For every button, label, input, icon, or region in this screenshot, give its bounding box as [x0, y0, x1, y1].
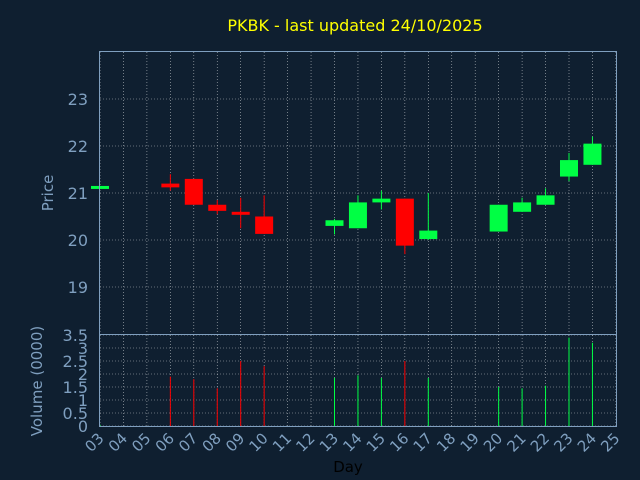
candle-body: [419, 230, 438, 240]
price-tick-label: 23: [68, 90, 88, 109]
volume-axis-label: Volume (0000): [28, 326, 46, 436]
volume-tick-label: 3.5: [63, 326, 88, 345]
volume-tick-label: 0: [78, 417, 88, 436]
candle-body: [348, 202, 367, 229]
volume-tick-label: 3: [78, 339, 88, 358]
candle-body: [536, 195, 555, 205]
candle-body: [231, 211, 250, 215]
price-tick-label: 19: [68, 278, 88, 297]
volume-panel-frame: [99, 334, 617, 427]
candle-body: [395, 198, 414, 246]
price-candles: [91, 136, 602, 255]
volume-tick-label: 2.5: [63, 352, 88, 371]
price-tick-labels: 19 20 21 22 23: [68, 90, 88, 297]
price-tick-label: 22: [68, 137, 88, 156]
volume-tick-label: 1.5: [63, 378, 88, 397]
candle-body: [208, 204, 227, 211]
volume-bars: [99, 337, 593, 426]
volume-tick-label: 1: [78, 391, 88, 410]
volume-tick-labels: 00.511.522.533.5: [63, 326, 88, 436]
price-tick-label: 21: [68, 184, 88, 203]
candle-body: [325, 220, 344, 226]
candle-body: [560, 160, 578, 177]
x-axis-label: Day: [333, 458, 363, 476]
x-tick-labels: 0304050607080910111213141516171819202122…: [81, 429, 623, 455]
candle-body: [513, 202, 532, 212]
volume-tick-label: 2: [78, 365, 88, 384]
candle-body: [184, 178, 203, 205]
candle-body: [372, 198, 391, 203]
price-axis-label: Price: [39, 175, 57, 212]
chart-title: PKBK - last updated 24/10/2025: [227, 16, 482, 35]
price-tick-label: 20: [68, 231, 88, 250]
candle-body: [255, 216, 274, 234]
candle-body: [489, 204, 508, 232]
candle-body: [161, 183, 180, 188]
candle-body: [583, 143, 602, 165]
volume-tick-label: 0.5: [63, 404, 88, 423]
